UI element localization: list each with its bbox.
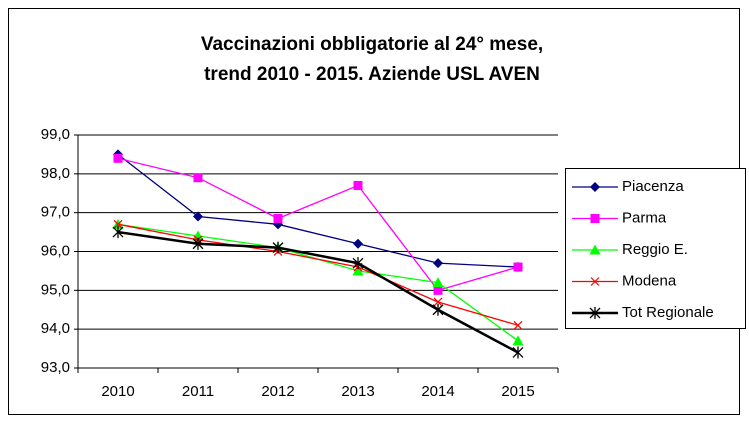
marker	[432, 303, 444, 316]
y-tick-label: 97,0	[41, 204, 70, 221]
x-tick-label: 2014	[421, 383, 454, 400]
marker	[192, 237, 204, 250]
marker	[352, 265, 364, 276]
y-tick-label: 96,0	[41, 242, 70, 259]
x-tick-label: 2013	[341, 383, 374, 400]
marker	[433, 258, 443, 269]
y-tick-label: 93,0	[41, 359, 70, 376]
marker	[513, 320, 523, 330]
marker	[193, 173, 203, 183]
y-tick-label: 94,0	[41, 320, 70, 337]
marker	[433, 285, 443, 295]
y-tick-label: 95,0	[41, 281, 70, 298]
x-tick-label: 2015	[501, 383, 534, 400]
marker	[433, 297, 443, 307]
marker	[589, 307, 601, 319]
y-tick-label: 99,0	[41, 126, 70, 143]
marker	[353, 238, 363, 249]
marker	[512, 335, 524, 346]
series-line	[117, 153, 519, 268]
marker	[273, 213, 283, 223]
legend-label: Modena	[622, 272, 677, 289]
marker	[353, 180, 363, 190]
x-tick-label: 2010	[101, 383, 134, 400]
series-line	[117, 157, 519, 292]
series-line	[117, 223, 519, 326]
marker	[193, 211, 203, 222]
chart-title: trend 2010 - 2015. Aziende USL AVEN	[204, 64, 540, 85]
y-tick-label: 98,0	[41, 165, 70, 182]
marker	[590, 182, 600, 192]
legend-label: Parma	[622, 209, 667, 226]
marker	[112, 226, 124, 239]
x-tick-label: 2011	[182, 383, 214, 400]
x-tick-label: 2012	[261, 383, 294, 400]
marker	[590, 214, 600, 223]
marker	[113, 153, 123, 163]
marker	[589, 244, 601, 255]
legend-label: Reggio E.	[622, 241, 688, 258]
marker	[432, 277, 444, 288]
legend-label: Tot Regionale	[622, 304, 714, 321]
marker	[590, 277, 600, 286]
series-line	[117, 230, 519, 354]
chart-title: Vaccinazioni obbligatorie al 24° mese,	[201, 34, 543, 55]
marker	[113, 219, 123, 229]
marker	[272, 241, 284, 254]
marker	[513, 262, 523, 272]
marker	[352, 257, 364, 270]
marker	[512, 346, 524, 359]
legend-label: Piacenza	[622, 178, 684, 195]
marker	[192, 230, 204, 241]
